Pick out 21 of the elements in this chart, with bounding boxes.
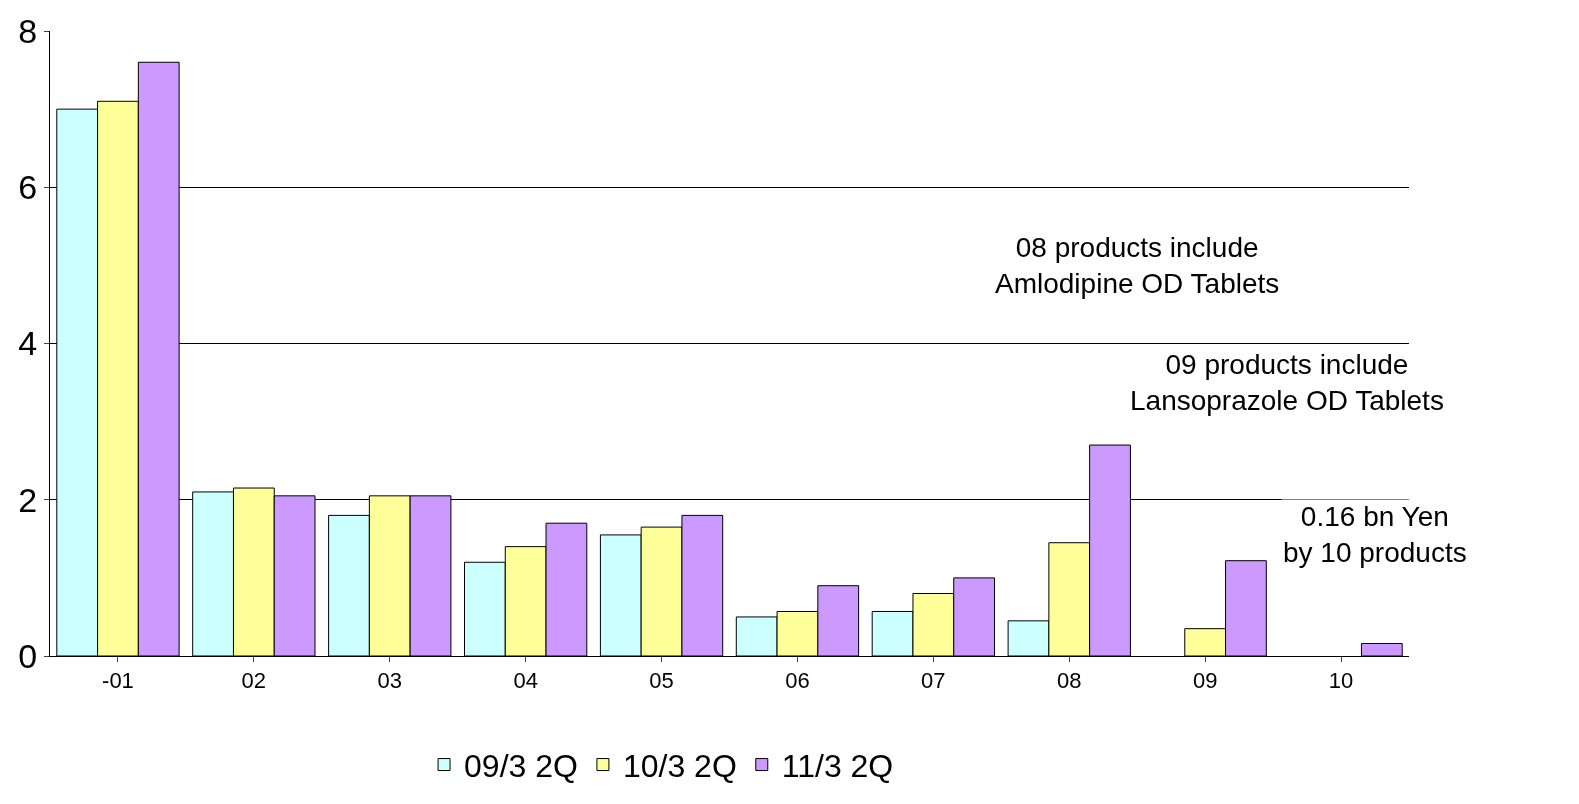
y-tick-label: 8 xyxy=(18,11,38,50)
annotation: 09 products include Lansoprazole OD Tablets xyxy=(1130,349,1444,417)
annotation: 0.16 bn Yen by 10 products xyxy=(1283,501,1467,569)
x-tick-label: 10 xyxy=(1328,668,1354,694)
y-tick-label: 2 xyxy=(18,480,38,519)
x-tick-label: 06 xyxy=(785,668,810,694)
y-tick-label: 0 xyxy=(18,636,38,675)
x-tick-label: 02 xyxy=(241,668,267,694)
x-tick-label: 09 xyxy=(1192,668,1218,694)
y-tick-label: 6 xyxy=(18,168,38,207)
x-tick-label: 03 xyxy=(377,668,402,694)
legend-label: 10/3 2Q xyxy=(622,748,737,785)
y-tick-label: 4 xyxy=(18,324,38,363)
annotation: 08 products include Amlodipine OD Tablets xyxy=(995,232,1280,300)
x-tick-label: 04 xyxy=(513,668,538,694)
legend-label: 09/3 2Q xyxy=(464,748,578,785)
x-tick-label: 08 xyxy=(1057,668,1082,694)
legend-label: 11/3 2Q xyxy=(781,748,894,785)
x-tick-label: 05 xyxy=(649,668,674,694)
x-tick-label: -01 xyxy=(102,668,134,694)
x-tick-label: 07 xyxy=(921,668,946,694)
